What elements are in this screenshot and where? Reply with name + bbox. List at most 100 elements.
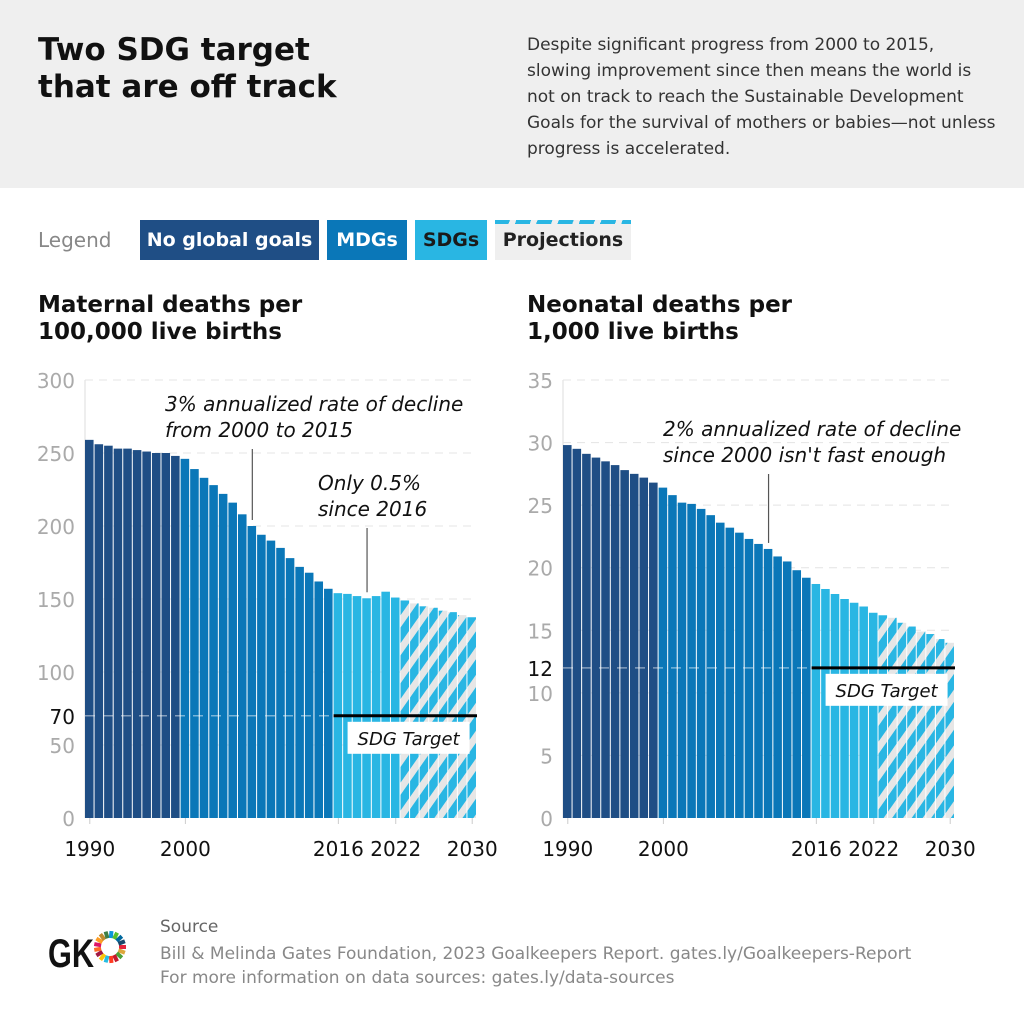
bar-2026: [429, 607, 438, 818]
bar-2028: [926, 634, 935, 818]
header-band: Two SDG target that are off track Despit…: [0, 0, 1024, 188]
bar-2005: [228, 502, 237, 818]
bar-2019: [840, 599, 849, 818]
bar-2009: [266, 540, 276, 818]
annotation-text: from 2000 to 2015: [165, 418, 353, 442]
logo-ring-segment: [117, 939, 126, 946]
bar-2008: [257, 534, 266, 818]
y-tick-label: 250: [37, 442, 75, 466]
bar-2022: [390, 597, 400, 818]
bar-2020: [849, 602, 859, 818]
x-tick-label: 2030: [447, 837, 498, 861]
bar-2026: [907, 626, 916, 818]
bar-2003: [687, 503, 696, 818]
bar-2019: [362, 598, 371, 818]
bar-2005: [706, 515, 715, 818]
bar-2006: [715, 522, 725, 818]
logo-ring-segment: [98, 952, 107, 961]
source-heading: Source: [160, 917, 219, 937]
x-tick-label: 2016: [791, 837, 842, 861]
bar-2001: [190, 469, 199, 818]
y-tick-label: 300: [37, 369, 75, 393]
logo-ring-segment: [103, 955, 110, 963]
bar-2022: [868, 612, 878, 818]
y-tick-label: 30: [528, 432, 553, 456]
bar-2012: [773, 556, 782, 818]
y-tick-label: 25: [528, 494, 553, 518]
bar-2003: [209, 485, 218, 818]
bar-2021: [859, 606, 868, 818]
sdg-target-label-box: [825, 673, 948, 706]
bar-2000: [180, 458, 190, 818]
sdg-target-label-box: [347, 721, 470, 754]
bar-1999: [649, 482, 658, 818]
bar-2014: [792, 570, 802, 818]
bar-2017: [343, 593, 352, 818]
legend-label: Legend: [38, 228, 112, 252]
bar-1992: [582, 453, 591, 818]
logo-ring-segment: [115, 934, 124, 943]
logo-ring-segment: [117, 948, 126, 955]
x-tick-label: 2022: [848, 837, 899, 861]
y-tick-label: 200: [37, 515, 75, 539]
bar-2025: [897, 622, 907, 818]
bar-2012: [295, 566, 304, 818]
logo-ring-segment: [95, 936, 104, 944]
bar-2011: [763, 548, 773, 818]
x-tick-label: 2000: [638, 837, 689, 861]
logo-ring-segment: [93, 946, 102, 952]
chart-title-maternal: Maternal deaths per 100,000 live births: [38, 292, 303, 345]
bar-2008: [735, 532, 744, 818]
bar-1994: [123, 448, 132, 818]
y-tick-label: 10: [528, 682, 553, 706]
bar-1990: [563, 445, 572, 818]
bar-2001: [668, 495, 677, 818]
bar-2014: [314, 581, 324, 818]
logo-ring-segment: [108, 955, 114, 964]
bar-1995: [610, 465, 620, 818]
bar-2023: [400, 600, 410, 818]
bar-2013: [304, 572, 314, 818]
y-tick-label: 0: [540, 807, 553, 831]
y-tick-label: 15: [528, 619, 553, 643]
bar-2021: [381, 591, 390, 818]
source-line-2: For more information on data sources: ga…: [160, 968, 675, 988]
annotation-text: Only 0.5%: [318, 471, 421, 495]
bar-2016: [333, 593, 343, 818]
logo-ring-segment: [112, 954, 119, 963]
x-tick-label: 1990: [64, 837, 115, 861]
bar-1993: [591, 457, 601, 818]
bar-2016: [811, 583, 821, 818]
bar-2007: [247, 526, 257, 818]
bar-2018: [352, 596, 362, 818]
logo-ring-segment: [95, 950, 104, 958]
bar-1997: [151, 453, 161, 818]
bar-1990: [85, 439, 94, 818]
page-description: Despite significant progress from 2000 t…: [527, 35, 996, 159]
bar-1993: [113, 448, 123, 818]
bar-1991: [94, 444, 104, 818]
bar-2015: [802, 577, 811, 818]
chart-title-neonatal: Neonatal deaths per 1,000 live births: [527, 292, 793, 345]
bar-2018: [830, 593, 840, 818]
bar-1998: [639, 477, 649, 818]
bar-2004: [218, 493, 228, 818]
logo-ring-segment: [108, 930, 114, 939]
y-tick-label: 100: [37, 661, 75, 685]
logo-ring-segment: [112, 931, 119, 940]
bar-1998: [161, 453, 171, 818]
bar-2024: [410, 603, 419, 818]
source-text: Bill & Melinda Gates Foundation, 2023 Go…: [160, 942, 911, 990]
y-tick-label: 5: [540, 744, 553, 768]
bar-1996: [620, 470, 629, 818]
bar-2007: [725, 527, 735, 818]
sdg-target-label: SDG Target: [358, 729, 461, 750]
bar-2006: [237, 514, 247, 818]
bar-2025: [419, 606, 429, 818]
bar-1996: [142, 451, 151, 818]
y-tick-label: 150: [37, 588, 75, 612]
y-tick-label: 35: [528, 369, 553, 393]
bar-2004: [696, 508, 706, 818]
x-tick-label: 2030: [925, 837, 976, 861]
